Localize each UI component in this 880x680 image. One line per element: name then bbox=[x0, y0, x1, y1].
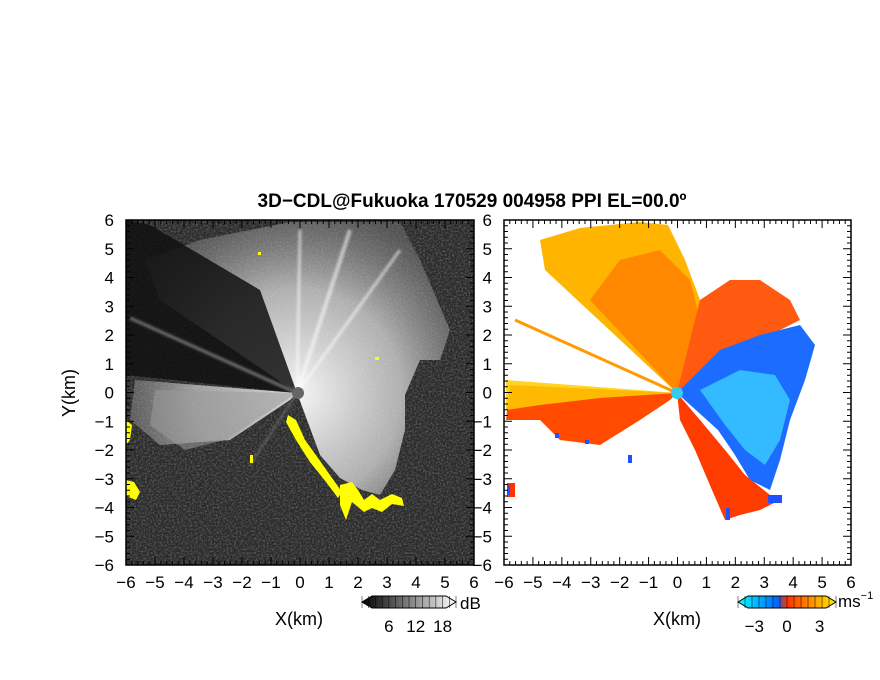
y-tick-label: 5 bbox=[483, 240, 492, 259]
y-tick-label: 3 bbox=[483, 297, 492, 316]
snr-ticks bbox=[125, 219, 475, 566]
y-tick-label: −5 bbox=[95, 527, 114, 546]
colorbar-tick-label: 12 bbox=[406, 617, 425, 636]
x-tick-label: −6 bbox=[116, 573, 135, 592]
y-tick-label: −3 bbox=[473, 470, 492, 489]
y-tick-label: 4 bbox=[483, 269, 492, 288]
y-tick-label: −2 bbox=[95, 441, 114, 460]
y-tick-label: −4 bbox=[473, 499, 492, 518]
svg-text:ms−1: ms−1 bbox=[838, 590, 873, 611]
y-tick-label: −1 bbox=[95, 412, 114, 431]
y-tick-label: −6 bbox=[473, 556, 492, 575]
y-tick-label: −5 bbox=[473, 527, 492, 546]
colorbar-tick-label: 0 bbox=[782, 617, 791, 636]
y-tick-label: 6 bbox=[105, 211, 114, 230]
y-tick-label: 0 bbox=[483, 384, 492, 403]
snr-streak bbox=[295, 229, 302, 394]
snr-colorbar-unit: dB bbox=[460, 594, 481, 613]
velocity-radar-site bbox=[671, 387, 683, 399]
snr-radar-site bbox=[292, 387, 304, 399]
snr-streak bbox=[295, 229, 352, 394]
y-tick-label: 2 bbox=[105, 326, 114, 345]
y-tick-label: −3 bbox=[95, 470, 114, 489]
x-tick-label: 2 bbox=[731, 573, 740, 592]
x-tick-label: 4 bbox=[411, 573, 420, 592]
snr-streak bbox=[249, 392, 298, 466]
y-tick-label: 4 bbox=[105, 269, 114, 288]
y-tick-label: 1 bbox=[483, 355, 492, 374]
x-tick-label: 2 bbox=[353, 573, 362, 592]
colorbar-tick-label: −3 bbox=[745, 617, 764, 636]
velocity-colorbar: ms−1 −3 0 3 bbox=[737, 590, 873, 636]
x-tick-label: −6 bbox=[494, 573, 513, 592]
velocity-streak bbox=[514, 318, 678, 395]
velocity-receding-core bbox=[700, 370, 790, 465]
x-tick-label: 5 bbox=[440, 573, 449, 592]
x-tick-label: 0 bbox=[673, 573, 682, 592]
y-tick-label: 1 bbox=[105, 355, 114, 374]
velocity-ticks bbox=[503, 219, 852, 566]
x-tick-label: 1 bbox=[702, 573, 711, 592]
snr-streak bbox=[295, 249, 402, 394]
y-tick-label: 3 bbox=[105, 297, 114, 316]
x-tick-label: 5 bbox=[817, 573, 826, 592]
x-tick-label: 6 bbox=[469, 573, 478, 592]
snr-blocked-sector bbox=[126, 220, 297, 393]
x-tick-label: −3 bbox=[203, 573, 222, 592]
x-tick-label: −2 bbox=[610, 573, 629, 592]
y-tick-label: −6 bbox=[95, 556, 114, 575]
x-tick-label: −1 bbox=[639, 573, 658, 592]
y-tick-label: −2 bbox=[473, 441, 492, 460]
x-tick-label: −4 bbox=[174, 573, 193, 592]
y-tick-label: −1 bbox=[473, 412, 492, 431]
snr-colorbar: dB 6 12 18 bbox=[361, 594, 481, 636]
x-tick-label: −3 bbox=[581, 573, 600, 592]
x-tick-label: −5 bbox=[523, 573, 542, 592]
colorbar-tick-label: 6 bbox=[384, 617, 393, 636]
y-tick-label: 2 bbox=[483, 326, 492, 345]
snr-echo-southwest bbox=[150, 390, 297, 450]
x-tick-label: 6 bbox=[846, 573, 855, 592]
x-tick-label: 1 bbox=[324, 573, 333, 592]
velocity-west-yellow bbox=[506, 380, 677, 410]
x-tick-label: 3 bbox=[760, 573, 769, 592]
y-tick-label: −4 bbox=[95, 499, 114, 518]
snr-streak bbox=[129, 316, 298, 395]
x-tick-label: −5 bbox=[145, 573, 164, 592]
velocity-xlabel: X(km) bbox=[653, 609, 701, 629]
y-tick-label: 6 bbox=[483, 211, 492, 230]
colorbar-tick-label: 3 bbox=[815, 617, 824, 636]
x-tick-label: −2 bbox=[232, 573, 251, 592]
velocity-red-south bbox=[677, 393, 780, 520]
x-tick-label: 4 bbox=[788, 573, 797, 592]
x-tick-label: −4 bbox=[552, 573, 571, 592]
snr-ylabel: Y(km) bbox=[59, 369, 79, 417]
x-tick-label: 3 bbox=[382, 573, 391, 592]
x-tick-label: −1 bbox=[261, 573, 280, 592]
y-tick-label: 5 bbox=[105, 240, 114, 259]
y-tick-label: 0 bbox=[105, 384, 114, 403]
x-tick-label: 0 bbox=[295, 573, 304, 592]
velocity-colorbar-unit: ms bbox=[838, 592, 861, 611]
velocity-colorbar-unit-exponent: −1 bbox=[861, 590, 874, 602]
velocity-approaching-nw-inner bbox=[590, 250, 700, 393]
snr-xlabel: X(km) bbox=[275, 609, 323, 629]
snr-tick-labels: −6 −5 −4 −3 −2 −1 0 1 2 3 4 5 6 6 5 4 3 2 1 0 −1 −2 −3 −4 −5 −6 bbox=[95, 211, 479, 592]
figure-title: 3D−CDL@Fukuoka 170529 004958 PPI EL=00.0… bbox=[258, 191, 687, 212]
velocity-speckles bbox=[507, 433, 782, 520]
colorbar-tick-label: 18 bbox=[433, 617, 452, 636]
